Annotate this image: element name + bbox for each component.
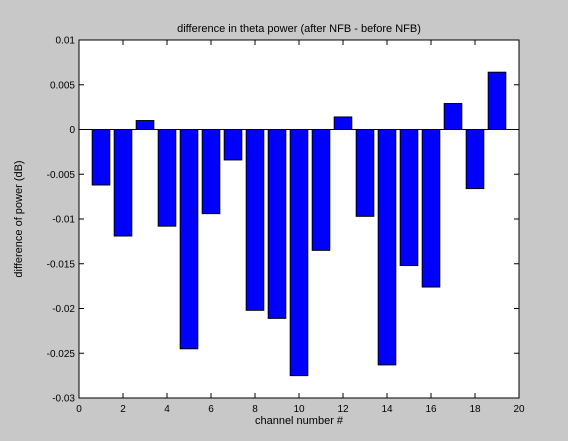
- y-tick-label: -0.03: [52, 394, 75, 405]
- bar-channel-5: [179, 129, 199, 350]
- bar-channel-14: [377, 129, 397, 366]
- y-tick-label: 0.01: [56, 36, 76, 47]
- x-tick-label: 12: [337, 404, 349, 415]
- x-axis-label: channel number #: [255, 415, 344, 427]
- y-axis-ticks: 0.01 0.005 0 -0.005 -0.01 -0.015 -0.02 -0.025 -0…: [47, 36, 519, 405]
- chart-title: difference in theta power (after NFB - b…: [177, 23, 421, 35]
- x-axis-ticks: 0 2 4 6 8 10 12 14 16 18 20: [76, 40, 525, 415]
- bar-channel-16: [421, 129, 441, 288]
- x-tick-label: 4: [164, 404, 170, 415]
- bar-channel-1: [91, 129, 111, 186]
- bar-channel-19: [487, 71, 507, 130]
- y-tick-label: -0.025: [47, 349, 76, 360]
- bar-channel-18: [465, 129, 485, 190]
- y-tick-label: -0.015: [47, 259, 76, 270]
- y-tick-label: 0.005: [50, 80, 75, 91]
- bar-channel-11: [311, 129, 331, 251]
- bar-channel-15: [399, 129, 419, 267]
- bar-channel-17: [443, 103, 463, 130]
- bar-channel-4: [157, 129, 177, 227]
- bar-channel-10: [289, 129, 309, 377]
- x-tick-label: 18: [469, 404, 481, 415]
- x-tick-label: 20: [513, 404, 525, 415]
- x-tick-label: 14: [381, 404, 393, 415]
- y-tick-label: -0.005: [47, 170, 76, 181]
- x-tick-label: 6: [208, 404, 214, 415]
- bar-channel-3: [135, 120, 155, 131]
- y-tick-label: 0: [69, 125, 75, 136]
- y-axis-label: difference of power (dB): [13, 160, 25, 277]
- bar-channel-12: [333, 116, 353, 131]
- y-tick-label: -0.02: [52, 304, 75, 315]
- x-tick-label: 8: [252, 404, 258, 415]
- x-tick-label: 16: [425, 404, 437, 415]
- bar-channel-6: [201, 129, 221, 215]
- y-tick-label: -0.01: [52, 215, 75, 226]
- bar-channel-2: [113, 129, 133, 237]
- bar-channel-9: [267, 129, 287, 319]
- bar-channel-7: [223, 129, 243, 161]
- bars-group: [91, 71, 507, 377]
- bar-channel-13: [355, 129, 375, 217]
- x-tick-label: 2: [120, 404, 126, 415]
- x-tick-label: 10: [293, 404, 305, 415]
- x-tick-label: 0: [76, 404, 82, 415]
- bar-channel-8: [245, 129, 265, 311]
